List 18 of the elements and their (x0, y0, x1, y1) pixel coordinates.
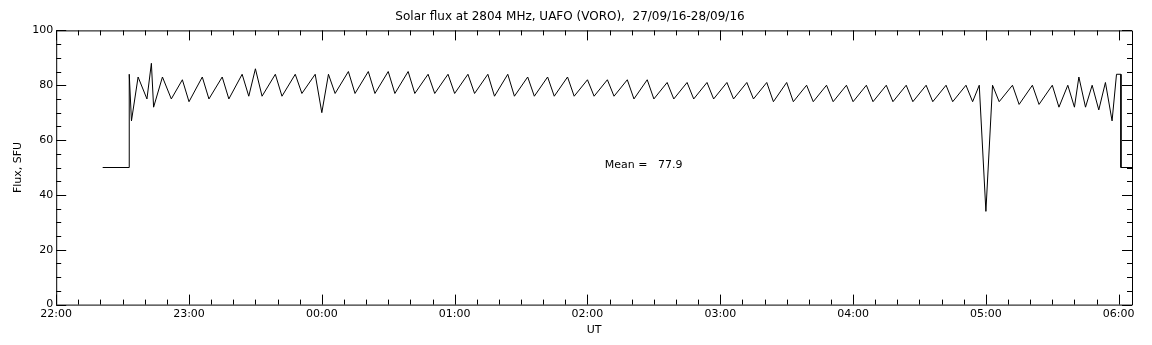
y-tick-label: 80 (39, 78, 54, 92)
x-tick-label: 01:00 (438, 307, 471, 321)
x-tick-label: 06:00 (1102, 307, 1135, 321)
x-tick-label: 02:00 (571, 307, 604, 321)
y-tick-label: 60 (39, 132, 54, 146)
y-tick-label: 20 (39, 242, 54, 256)
x-tick-label: 00:00 (305, 307, 338, 321)
annotation: Mean = 77.9 (604, 157, 683, 171)
x-tick-label: 23:00 (173, 307, 205, 321)
y-axis-title: Flux, SFU (11, 141, 25, 194)
x-tick-label: 03:00 (704, 307, 737, 321)
chart-title: Solar flux at 2804 MHz, UAFO (VORO), 27/09/16-28/09/16 (395, 9, 745, 24)
x-tick-label: 04:00 (837, 307, 869, 321)
x-tick-label: 22:00 (40, 307, 73, 321)
y-tick-label: 40 (39, 187, 54, 201)
y-tick-label: 100 (32, 23, 54, 37)
x-tick-label: 05:00 (970, 307, 1002, 321)
x-axis-title: UT (586, 323, 602, 337)
